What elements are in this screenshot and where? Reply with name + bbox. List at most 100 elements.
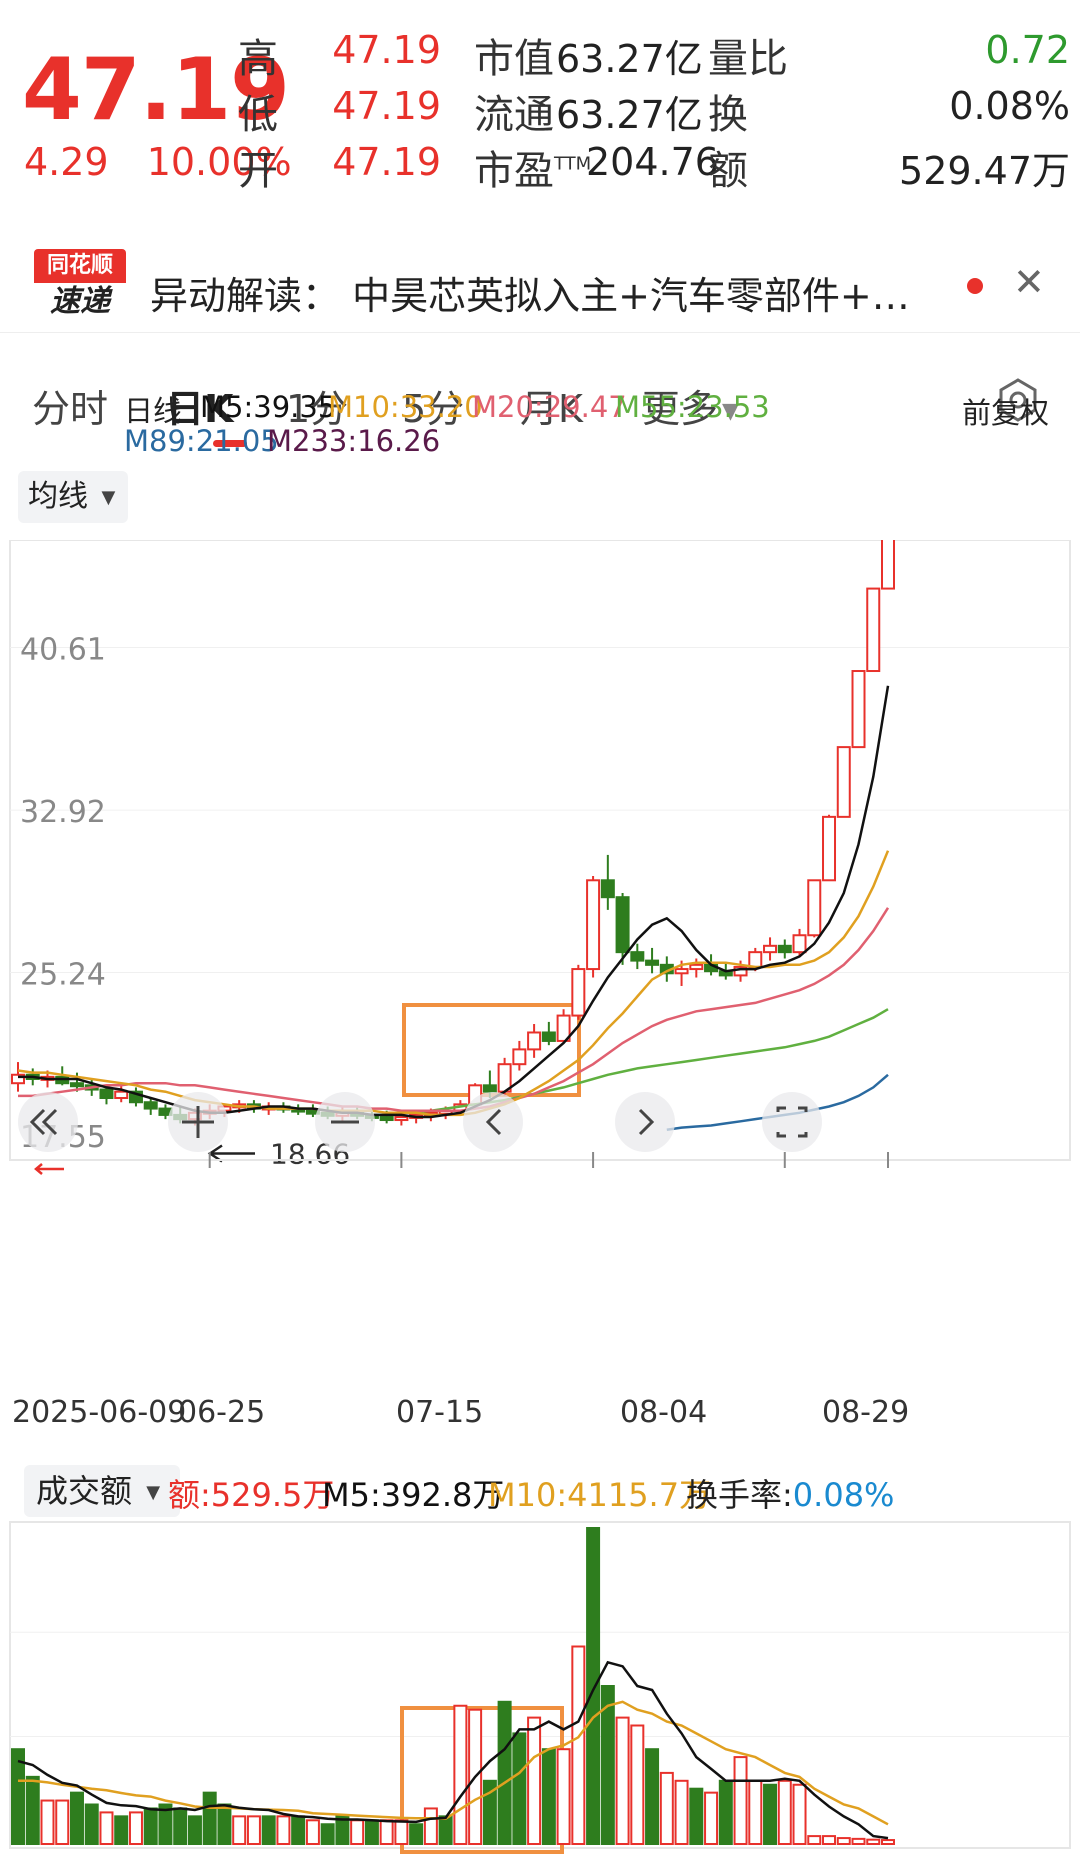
- highlight-box: [402, 1003, 581, 1097]
- volume-m10: M10:4115.7万: [488, 1476, 712, 1514]
- candle: [527, 1024, 542, 1058]
- volume-m10-line: [18, 1700, 889, 1826]
- volume-bar: [40, 1799, 55, 1845]
- y-tick-label: 40.61: [20, 633, 106, 668]
- legend-m55: M55:23.53: [615, 390, 770, 424]
- volume-bar: [320, 1823, 335, 1845]
- candle: [645, 947, 660, 974]
- candle-body: [822, 815, 837, 882]
- volume-bar: [55, 1799, 70, 1845]
- volume-bar: [261, 1815, 276, 1846]
- candle: [777, 939, 792, 959]
- volume-bar: [556, 1748, 571, 1845]
- tab-more-label: 更多: [642, 387, 719, 431]
- volume-bar: [84, 1803, 99, 1845]
- nav-button-bg: [615, 1092, 675, 1152]
- volume-bar: [364, 1819, 379, 1845]
- candle: [586, 876, 601, 978]
- ma-selector-label: 均线: [28, 479, 88, 514]
- tab-5min[interactable]: 5分: [402, 387, 465, 431]
- candle-body: [556, 1014, 571, 1042]
- candle-body: [527, 1031, 542, 1051]
- price-change: 4.29: [24, 140, 109, 184]
- candle-body: [881, 540, 895, 590]
- candle: [128, 1087, 143, 1107]
- candle-body: [512, 1048, 527, 1066]
- volume-amount: 额:529.5万: [168, 1476, 335, 1514]
- chart-frame: [9, 540, 1071, 1161]
- quote-header: 47.19 4.29 10.00% 高 低 开 47.19 47.19 47.1…: [0, 0, 1080, 215]
- ma-selector-button[interactable]: 均线 ▼: [18, 471, 128, 523]
- volume-bar: [704, 1791, 719, 1845]
- candle-body: [482, 1084, 497, 1093]
- candle-body: [394, 1116, 409, 1122]
- volume-ratio-value: 0.72: [985, 28, 1070, 72]
- x-label-start: 2025-06-09: [12, 1395, 187, 1430]
- active-tab-indicator: [213, 440, 247, 447]
- pe-value: 204.76: [586, 140, 719, 184]
- pe-label: 市盈TTM: [474, 138, 591, 196]
- zoom-out-button[interactable]: [315, 1092, 375, 1152]
- volume-bar: [718, 1779, 733, 1845]
- volume-bar: [173, 1807, 188, 1846]
- open-label: 开: [238, 148, 278, 194]
- scroll-right-button[interactable]: [615, 1092, 675, 1152]
- open-value: 47.19: [332, 140, 441, 184]
- volume-bar: [409, 1823, 424, 1845]
- scroll-left-button[interactable]: [463, 1092, 523, 1152]
- tab-more[interactable]: 更多 ▼: [642, 378, 739, 433]
- news-headline[interactable]: 异动解读： 中昊芯英拟入主+汽车零部件+…: [150, 274, 910, 318]
- volume-indicator-label: 成交额: [36, 1472, 133, 1510]
- logo-bottom-text: 速递: [50, 284, 110, 319]
- amount-value: 529.47万: [899, 149, 1070, 193]
- volume-bar: [600, 1685, 615, 1845]
- tab-monthly-k[interactable]: 月K: [520, 387, 583, 431]
- ma20-line: [18, 907, 890, 1112]
- volume-bar: [630, 1724, 645, 1845]
- tab-intraday[interactable]: 分时: [32, 387, 109, 431]
- period-tabs: 分时 日K 1分 5分 月K 更多 ▼: [0, 343, 1080, 443]
- volume-bar: [305, 1819, 320, 1845]
- nav-button-bg: [762, 1092, 822, 1152]
- ma10-line: [17, 850, 890, 1117]
- candle-body: [645, 959, 660, 966]
- candle: [866, 587, 881, 673]
- volume-chart[interactable]: [0, 1520, 1080, 1854]
- candle: [763, 937, 778, 961]
- candle: [836, 746, 851, 818]
- tab-1min[interactable]: 1分: [286, 387, 349, 431]
- volume-bar: [527, 1716, 542, 1846]
- fast-back-button[interactable]: [18, 1092, 78, 1152]
- candle: [615, 892, 630, 965]
- volume-bar: [851, 1837, 866, 1845]
- candle-body: [851, 670, 866, 749]
- volume-bar: [114, 1815, 129, 1846]
- volume-indicator-button[interactable]: 成交额 ▼: [24, 1465, 180, 1517]
- amount-label: 额: [708, 148, 748, 194]
- chevron-down-icon: ▼: [722, 399, 739, 424]
- ma5-line: [18, 685, 890, 1119]
- legend-m20: M20:29.47: [472, 390, 627, 424]
- volume-bar: [541, 1748, 556, 1845]
- candle-body: [69, 1082, 84, 1088]
- volume-bar: [482, 1779, 497, 1845]
- close-icon[interactable]: ✕: [1013, 260, 1045, 304]
- volume-bar: [645, 1748, 660, 1845]
- fullscreen-button[interactable]: [762, 1092, 822, 1152]
- volume-bar: [99, 1811, 114, 1845]
- adjust-mode[interactable]: 前复权: [962, 396, 1050, 430]
- turnover-rate-label: 换手率:: [686, 1476, 793, 1514]
- tab-daily-k[interactable]: 日K: [166, 387, 234, 431]
- crosshair-button[interactable]: [168, 1092, 228, 1152]
- settings-hexagon-icon[interactable]: [995, 377, 1041, 423]
- volume-m5: M5:392.8万: [322, 1476, 505, 1514]
- candle-body: [143, 1101, 158, 1110]
- candle: [600, 854, 615, 910]
- candle: [630, 943, 645, 970]
- volume-bar: [143, 1807, 158, 1846]
- volume-bar: [379, 1819, 394, 1845]
- volume-bar: [733, 1756, 748, 1846]
- news-banner[interactable]: 同花顺 速递 异动解读： 中昊芯英拟入主+汽车零部件+…: [0, 215, 1080, 333]
- candle-body: [792, 934, 807, 954]
